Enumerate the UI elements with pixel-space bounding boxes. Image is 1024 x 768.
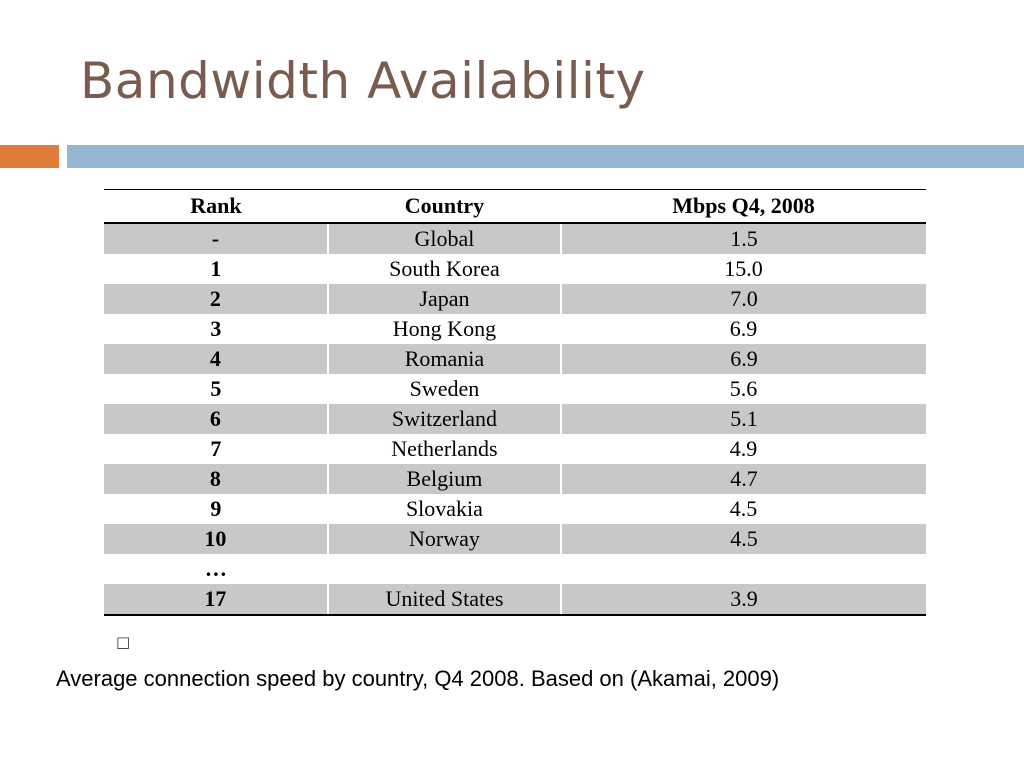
cell-rank: 3 (104, 314, 328, 344)
table-row: 1 South Korea 15.0 (104, 254, 926, 284)
cell-mbps: 15.0 (561, 254, 926, 284)
table-row: 7 Netherlands 4.9 (104, 434, 926, 464)
cell-rank: 9 (104, 494, 328, 524)
cell-rank: 10 (104, 524, 328, 554)
cell-country: Slovakia (327, 494, 562, 524)
cell-mbps: 4.5 (561, 494, 926, 524)
header-rank: Rank (104, 189, 328, 224)
cell-country: Global (326, 223, 562, 254)
cell-mbps: 4.5 (560, 524, 926, 554)
cell-country: Romania (326, 344, 562, 374)
cell-country: Sweden (327, 374, 562, 404)
cell-country: Japan (326, 284, 562, 314)
table-header-row: Rank Country Mbps Q4, 2008 (104, 189, 926, 224)
cell-country: Norway (326, 524, 562, 554)
cell-country: United States (326, 584, 562, 616)
table-row: 17 United States 3.9 (104, 584, 926, 616)
table-caption: Average connection speed by country, Q4 … (56, 666, 780, 691)
table-row: 5 Sweden 5.6 (104, 374, 926, 404)
bandwidth-table: Rank Country Mbps Q4, 2008 - Global 1.5 … (104, 189, 926, 616)
cell-rank: 7 (104, 434, 328, 464)
cell-rank: 2 (104, 284, 328, 314)
table-row: 6 Switzerland 5.1 (104, 404, 926, 434)
header-country: Country (327, 189, 562, 224)
cell-mbps: 4.9 (561, 434, 926, 464)
cell-country (327, 554, 562, 584)
cell-rank: 5 (104, 374, 328, 404)
header-mbps: Mbps Q4, 2008 (561, 189, 926, 224)
title-underline-bar (67, 145, 1024, 168)
cell-mbps (561, 554, 926, 584)
missing-glyph-icon: □ (116, 633, 131, 651)
cell-country: Belgium (326, 464, 562, 494)
cell-country: Netherlands (327, 434, 562, 464)
cell-mbps: 1.5 (560, 223, 926, 254)
cell-country: Switzerland (326, 404, 562, 434)
cell-rank: … (104, 554, 328, 584)
cell-mbps: 4.7 (560, 464, 926, 494)
cell-mbps: 3.9 (560, 584, 926, 616)
slide-title: Bandwidth Availability (80, 52, 646, 110)
cell-mbps: 7.0 (560, 284, 926, 314)
cell-mbps: 5.1 (560, 404, 926, 434)
cell-rank: 6 (104, 404, 328, 434)
table-row: 8 Belgium 4.7 (104, 464, 926, 494)
table-row: - Global 1.5 (104, 223, 926, 254)
accent-bar (0, 145, 59, 168)
cell-mbps: 5.6 (561, 374, 926, 404)
cell-country: South Korea (327, 254, 562, 284)
cell-country: Hong Kong (327, 314, 562, 344)
bandwidth-table-container: Rank Country Mbps Q4, 2008 - Global 1.5 … (104, 189, 926, 616)
cell-rank: - (104, 223, 328, 254)
table-row: 2 Japan 7.0 (104, 284, 926, 314)
table-row: 9 Slovakia 4.5 (104, 494, 926, 524)
cell-rank: 4 (104, 344, 328, 374)
cell-mbps: 6.9 (561, 314, 926, 344)
cell-rank: 8 (104, 464, 328, 494)
table-row: 10 Norway 4.5 (104, 524, 926, 554)
table-row: 4 Romania 6.9 (104, 344, 926, 374)
table-row-ellipsis: … (104, 554, 926, 584)
table-row: 3 Hong Kong 6.9 (104, 314, 926, 344)
cell-rank: 1 (104, 254, 328, 284)
cell-mbps: 6.9 (560, 344, 926, 374)
cell-rank: 17 (104, 584, 328, 616)
